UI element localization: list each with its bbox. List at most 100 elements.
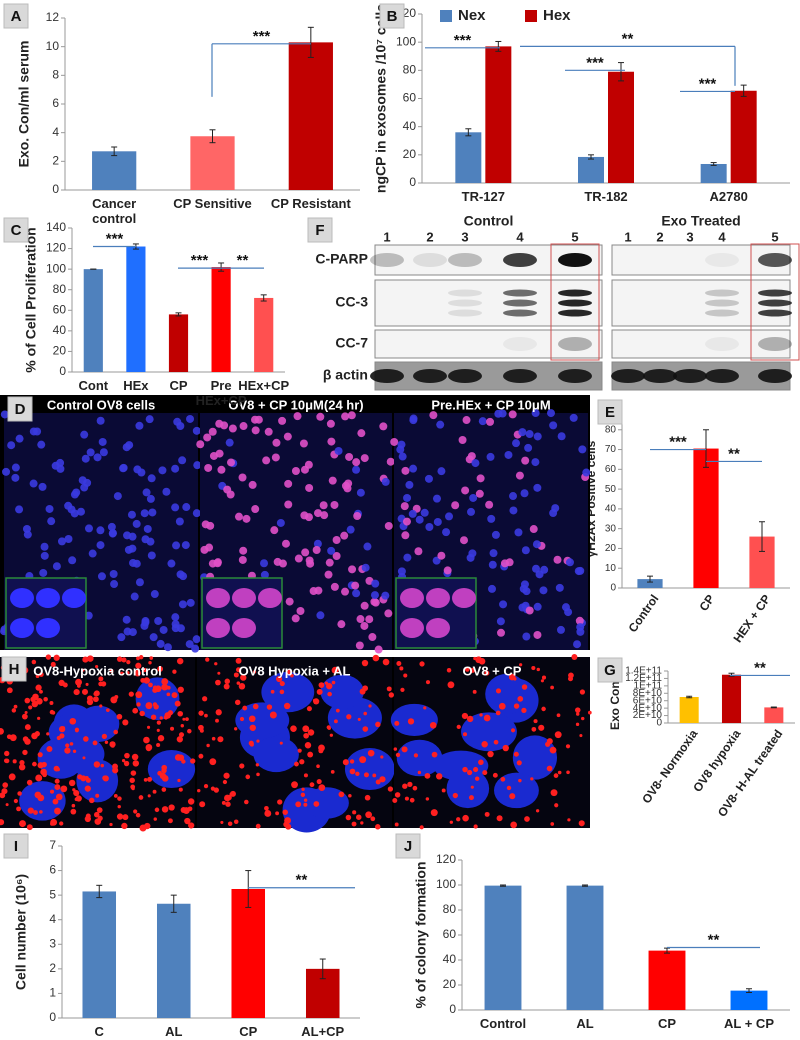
cell-nucleus	[149, 633, 158, 642]
blot-band	[448, 253, 482, 267]
cell-nucleus	[432, 556, 441, 565]
y-tick-label: 30	[605, 523, 617, 534]
exosome-signal	[375, 779, 381, 785]
cell-nucleus	[332, 551, 341, 560]
exosome-signal	[362, 685, 369, 692]
exosome-signal	[452, 792, 458, 799]
exosome-signal	[147, 776, 153, 782]
exosome-signal	[396, 661, 402, 667]
cell-nucleus	[284, 479, 293, 488]
y-tick-label: 1.2E+11	[625, 673, 662, 684]
cell-nucleus	[494, 772, 539, 809]
cell-nucleus	[319, 501, 328, 510]
exosome-signal	[275, 811, 280, 816]
significance-label: **	[622, 30, 634, 47]
exosome-signal	[4, 758, 10, 764]
exosome-signal	[69, 717, 77, 725]
inset-nucleus	[36, 588, 60, 608]
cell-nucleus	[539, 586, 548, 595]
cell-nucleus	[532, 564, 541, 573]
exosome-signal	[206, 743, 210, 748]
exosome-signal	[123, 760, 130, 767]
x-tick-label: CP Resistant	[270, 196, 351, 211]
cell-nucleus	[291, 467, 300, 476]
bar	[82, 891, 117, 1018]
bar	[288, 42, 333, 190]
cell-nucleus	[175, 517, 184, 526]
exosome-signal	[204, 713, 208, 718]
exosome-signal	[100, 763, 104, 768]
y-axis-label: % of colony formation	[413, 862, 429, 1009]
bar	[648, 950, 686, 1010]
y-tick-label: 0	[656, 718, 662, 729]
exosome-signal	[59, 733, 65, 739]
blot-highlight	[750, 243, 800, 361]
cell-nucleus	[414, 547, 423, 556]
cell-nucleus	[171, 503, 180, 512]
significance-label: ***	[253, 28, 271, 45]
exosome-signal	[535, 809, 540, 813]
panel-letter-box	[3, 833, 29, 859]
exosome-signal	[500, 776, 506, 782]
blot-row-label: C-PARP	[315, 251, 368, 267]
cell-nucleus	[356, 488, 365, 497]
cell-nucleus	[37, 440, 46, 449]
cell-nucleus	[234, 512, 243, 521]
x-tick-label: Cont	[78, 378, 109, 393]
exosome-signal	[579, 689, 586, 695]
exosome-signal	[16, 806, 21, 812]
exosome-signal	[413, 753, 419, 758]
y-tick-label: 100	[396, 34, 416, 48]
cell-nucleus	[242, 514, 251, 523]
exosome-signal	[174, 754, 182, 761]
y-tick-label: 50	[605, 484, 617, 495]
cell-nucleus	[461, 486, 470, 495]
exosome-signal	[392, 797, 398, 803]
exosome-signal	[209, 758, 217, 766]
cell-nucleus	[76, 759, 119, 803]
exosome-signal	[180, 807, 187, 814]
panel-letter-box	[395, 833, 421, 859]
cell-nucleus	[0, 410, 9, 419]
exosome-signal	[524, 816, 530, 822]
cell-nucleus	[521, 456, 530, 465]
exosome-signal	[430, 809, 438, 817]
image-title: OV8 Hypoxia + AL	[239, 663, 351, 678]
y-tick-label: 2E+10	[633, 710, 663, 721]
cell-nucleus	[353, 512, 362, 521]
blot-band	[370, 369, 404, 383]
exosome-signal	[363, 711, 368, 716]
cell-nucleus	[478, 417, 487, 426]
exosome-signal	[331, 680, 336, 685]
inset-nucleus	[232, 618, 256, 638]
cell-nucleus	[238, 555, 247, 564]
exosome-signal	[31, 659, 37, 665]
exosome-signal	[518, 778, 522, 783]
panel-letter: B	[387, 8, 398, 25]
exosome-signal	[109, 668, 114, 673]
exosome-signal	[82, 756, 86, 760]
bar	[455, 132, 482, 183]
exosome-signal	[31, 732, 38, 740]
cell-nucleus	[352, 465, 361, 474]
exosome-signal	[549, 746, 557, 754]
exosome-signal	[370, 816, 376, 822]
exosome-signal	[39, 689, 43, 694]
exosome-signal	[187, 806, 193, 812]
exosome-signal	[145, 702, 153, 710]
cell-nucleus	[486, 417, 495, 426]
exosome-signal	[508, 673, 516, 681]
exosome-signal	[13, 704, 18, 709]
exosome-signal	[69, 742, 74, 746]
exosome-signal	[168, 804, 175, 811]
exosome-signal	[89, 797, 95, 804]
exosome-signal	[135, 812, 141, 818]
exosome-signal	[217, 671, 221, 675]
exosome-signal	[481, 741, 488, 748]
significance-label: **	[708, 931, 720, 948]
exosome-signal	[222, 779, 228, 785]
exosome-signal	[49, 700, 54, 705]
exosome-signal	[478, 759, 484, 766]
exosome-signal	[269, 711, 277, 719]
cell-nucleus	[340, 531, 349, 540]
